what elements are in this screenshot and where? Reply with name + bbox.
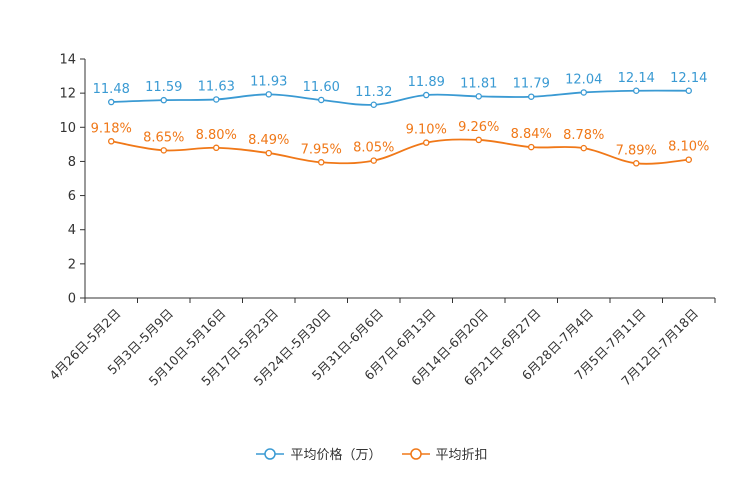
- legend-price-marker: [256, 447, 285, 460]
- data-label-discount: 8.05%: [353, 141, 394, 156]
- point-price[interactable]: [475, 93, 482, 100]
- legend-item-price[interactable]: 平均价格（万）: [256, 444, 382, 463]
- data-label-price: 12.14: [618, 71, 655, 86]
- point-discount[interactable]: [528, 143, 535, 151]
- point-discount[interactable]: [580, 144, 588, 152]
- data-label-price: 11.48: [93, 82, 130, 97]
- data-label-discount: 9.10%: [406, 123, 447, 138]
- point-price[interactable]: [212, 96, 220, 103]
- point-discount[interactable]: [265, 149, 272, 157]
- point-price[interactable]: [633, 87, 640, 95]
- data-label-price: 11.79: [513, 77, 550, 92]
- y-tick-label: 8: [68, 155, 76, 170]
- legend-price-label: 平均价格（万）: [290, 448, 382, 463]
- data-label-discount: 7.89%: [616, 143, 657, 158]
- data-label-discount: 8.80%: [196, 128, 237, 143]
- point-price[interactable]: [370, 101, 377, 109]
- data-label-discount: 7.95%: [301, 142, 342, 157]
- point-price[interactable]: [422, 91, 430, 99]
- y-tick-label: 2: [68, 257, 76, 272]
- point-price[interactable]: [685, 87, 693, 95]
- series-line-price: [111, 89, 689, 106]
- y-tick-label: 6: [68, 189, 76, 204]
- data-label-discount: 8.78%: [563, 128, 604, 143]
- data-label-price: 12.04: [565, 72, 602, 87]
- data-label-price: 11.93: [250, 74, 287, 89]
- y-tick-label: 12: [59, 87, 76, 102]
- data-label-price: 11.32: [355, 85, 392, 100]
- point-price[interactable]: [108, 98, 115, 106]
- legend-discount-label: 平均折扣: [435, 448, 488, 463]
- point-price[interactable]: [317, 96, 325, 104]
- point-discount[interactable]: [370, 157, 377, 164]
- y-tick-label: 4: [68, 223, 76, 238]
- chart-legend: 平均价格（万） 平均折扣: [0, 444, 744, 463]
- data-label-price: 12.14: [670, 71, 707, 86]
- legend-item-discount[interactable]: 平均折扣: [401, 444, 488, 463]
- y-tick-label: 0: [68, 292, 76, 307]
- point-price[interactable]: [528, 93, 535, 100]
- point-discount[interactable]: [317, 159, 325, 166]
- data-label-discount: 8.10%: [668, 140, 709, 155]
- series-line-discount: [111, 138, 689, 165]
- y-tick-label: 14: [59, 53, 76, 68]
- data-label-price: 11.81: [460, 76, 497, 91]
- point-discount[interactable]: [422, 139, 430, 146]
- data-label-price: 11.63: [198, 79, 235, 94]
- data-label-discount: 8.65%: [143, 130, 184, 145]
- point-discount[interactable]: [475, 136, 482, 144]
- data-label-discount: 9.26%: [458, 120, 499, 135]
- data-label-discount: 8.84%: [511, 127, 552, 142]
- point-price[interactable]: [265, 91, 272, 98]
- line-chart: 024681012144月26日-5月2日5月3日-5月9日5月10日-5月16…: [46, 53, 716, 389]
- point-discount[interactable]: [685, 156, 693, 163]
- point-price[interactable]: [580, 89, 588, 96]
- point-discount[interactable]: [212, 144, 220, 152]
- point-discount[interactable]: [160, 147, 167, 154]
- data-label-discount: 9.18%: [91, 121, 132, 136]
- data-label-price: 11.89: [408, 75, 445, 90]
- legend-discount-marker: [401, 447, 430, 460]
- point-discount[interactable]: [633, 160, 640, 167]
- data-label-price: 11.60: [303, 80, 340, 95]
- data-label-discount: 8.49%: [248, 133, 289, 148]
- y-tick-label: 10: [59, 121, 76, 136]
- point-discount[interactable]: [108, 138, 115, 145]
- data-label-price: 11.59: [145, 80, 182, 95]
- point-price[interactable]: [160, 96, 167, 104]
